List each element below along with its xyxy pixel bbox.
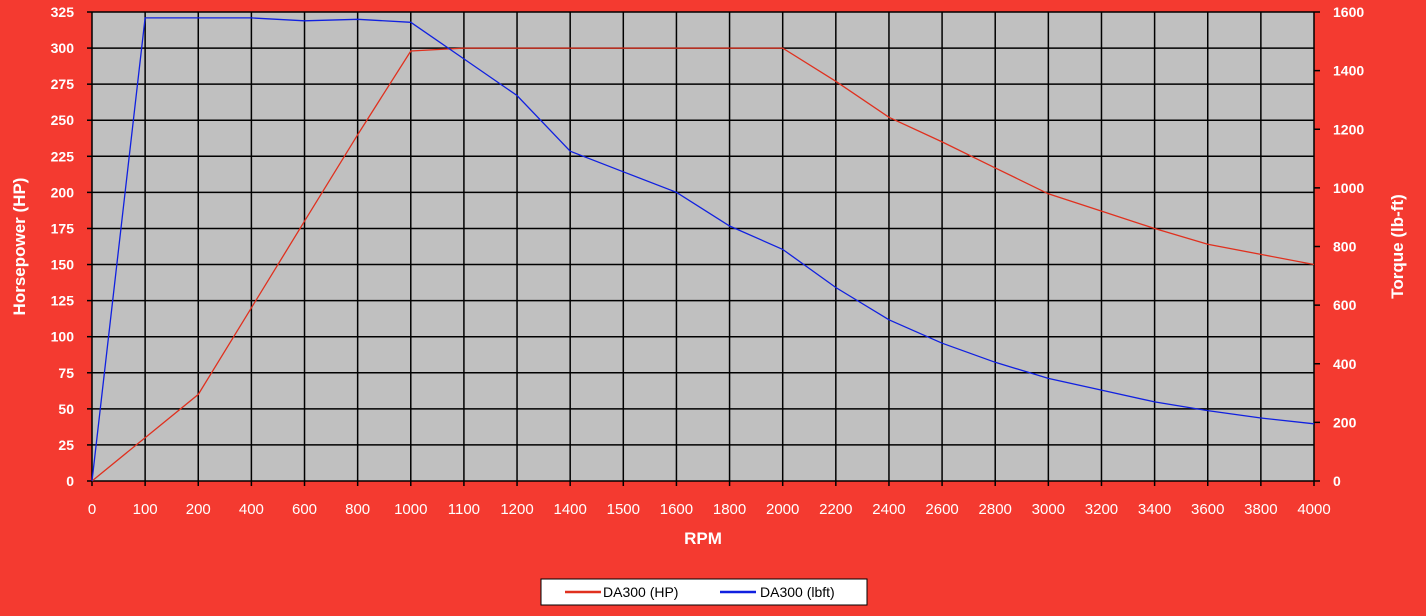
x-tick-label: 1400: [553, 501, 586, 518]
left-tick-label: 175: [51, 220, 75, 236]
left-axis-label: Horsepower (HP): [10, 178, 29, 316]
left-tick-label: 100: [51, 329, 75, 345]
left-tick-label: 300: [51, 40, 75, 56]
left-axis-ticks: 0 25 50 75 100 125 150 175 200 225 250 275 300 325: [51, 4, 92, 489]
right-tick-label: 0: [1333, 473, 1341, 489]
left-tick-label: 250: [51, 112, 75, 128]
right-tick-label: 400: [1333, 356, 1357, 372]
x-tick-label: 200: [186, 501, 211, 518]
x-tick-label: 3600: [1191, 501, 1224, 518]
x-tick-label: 100: [133, 501, 158, 518]
plot-area: [92, 12, 1314, 481]
x-tick-label: 3800: [1244, 501, 1277, 518]
x-tick-label: 3400: [1138, 501, 1171, 518]
x-tick-label: 2800: [979, 501, 1012, 518]
left-tick-label: 0: [66, 473, 74, 489]
legend: DA300 (HP) DA300 (lbft): [540, 578, 868, 606]
x-tick-label: 1500: [607, 501, 640, 518]
x-tick-label: 2600: [925, 501, 958, 518]
x-tick-label: 600: [292, 501, 317, 518]
right-tick-label: 600: [1333, 297, 1357, 313]
x-tick-label: 800: [345, 501, 370, 518]
x-tick-label: 4000: [1297, 501, 1330, 518]
x-tick-label: 3000: [1032, 501, 1065, 518]
left-tick-label: 25: [58, 437, 74, 453]
left-tick-label: 275: [51, 76, 75, 92]
right-axis-label: Torque (lb-ft): [1388, 194, 1407, 298]
x-tick-label: 1000: [394, 501, 427, 518]
legend-label: DA300 (lbft): [760, 584, 835, 600]
right-tick-label: 1400: [1333, 63, 1364, 79]
x-tick-label: 2400: [872, 501, 905, 518]
right-tick-label: 1200: [1333, 121, 1364, 137]
x-tick-label: 1100: [448, 501, 480, 518]
x-tick-label: 1800: [713, 501, 746, 518]
left-tick-label: 325: [51, 4, 75, 20]
x-tick-label: 400: [239, 501, 264, 518]
x-tick-label: 0: [88, 501, 96, 518]
right-tick-label: 1600: [1333, 4, 1364, 20]
left-tick-label: 125: [51, 293, 75, 309]
left-tick-label: 75: [58, 365, 74, 381]
left-tick-label: 150: [51, 257, 75, 273]
gridlines: [91, 11, 1315, 482]
x-tick-label: 2000: [766, 501, 799, 518]
series-lines: [91, 17, 1315, 482]
hp-series-line: [91, 47, 1315, 482]
x-tick-label: 1200: [500, 501, 533, 518]
left-tick-label: 200: [51, 184, 75, 200]
right-axis-ticks: 0 200 400 600 800 1000 1200 1400 1600: [1314, 4, 1364, 489]
legend-label: DA300 (HP): [603, 584, 678, 600]
right-tick-label: 200: [1333, 414, 1357, 430]
torque-series-line: [91, 17, 1315, 482]
x-tick-label: 1600: [660, 501, 693, 518]
left-tick-label: 50: [58, 401, 74, 417]
right-tick-label: 800: [1333, 239, 1357, 255]
x-tick-label: 2200: [819, 501, 852, 518]
left-tick-label: 225: [51, 148, 75, 164]
x-tick-label: 3200: [1085, 501, 1118, 518]
right-tick-label: 1000: [1333, 180, 1364, 196]
x-axis-ticks: 0 100 200 400 600 800 1000 1100 1200 1400 1500 1600…: [88, 481, 1331, 518]
x-axis-label: RPM: [684, 529, 722, 548]
